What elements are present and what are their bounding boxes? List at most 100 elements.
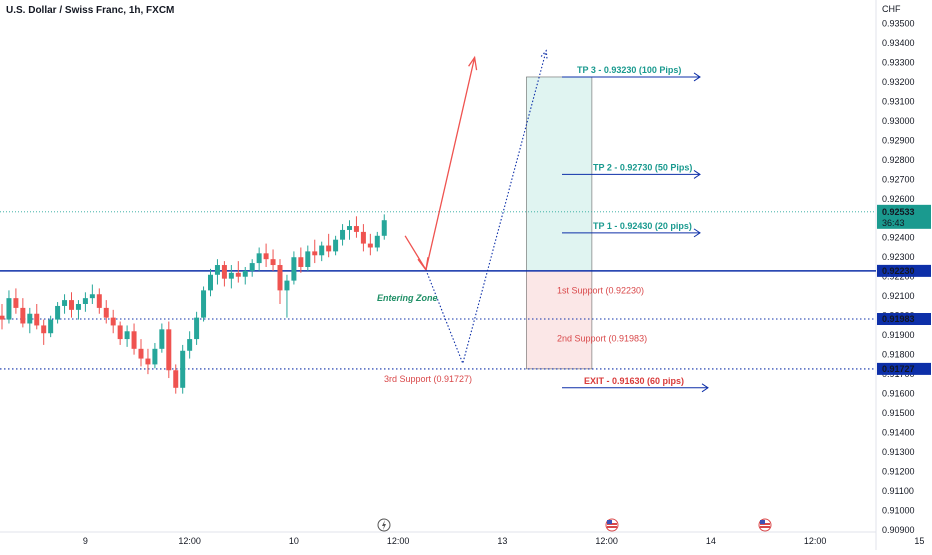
candle-body [326, 245, 332, 252]
candle-body [166, 329, 172, 371]
y-tick-label: 0.92900 [882, 135, 915, 145]
y-tick-label: 0.90900 [882, 525, 915, 535]
candle-body [347, 226, 352, 230]
candle-body [353, 226, 359, 232]
x-tick-label: 12:00 [595, 536, 618, 546]
support3-label: 3rd Support (0.91727) [384, 374, 472, 384]
candle-body [208, 274, 213, 291]
candle-body [340, 229, 346, 240]
candle-body [82, 298, 88, 304]
current-price-tag: 0.92533 [882, 207, 915, 217]
candle-body [291, 257, 297, 281]
countdown-tag: 36:43 [882, 218, 905, 228]
candle-body [312, 251, 318, 256]
candle-body [201, 290, 207, 318]
y-tick-label: 0.91300 [882, 447, 915, 457]
candle-body [27, 313, 33, 324]
flag-stripe [607, 526, 617, 528]
candle-body [124, 331, 130, 340]
y-tick-label: 0.91900 [882, 330, 915, 340]
candle-body [381, 220, 387, 236]
flag-stripe [760, 526, 770, 528]
y-tick-label: 0.93300 [882, 57, 915, 67]
flag-canton [607, 520, 612, 524]
x-tick-label: 9 [83, 536, 88, 546]
y-tick-label: 0.91600 [882, 389, 915, 399]
candle-body [333, 239, 339, 252]
y-tick-label: 0.93000 [882, 116, 915, 126]
x-tick-label: 12:00 [178, 536, 201, 546]
currency-label: CHF [882, 4, 901, 14]
chart-title: U.S. Dollar / Swiss Franc, 1h, FXCM [6, 5, 175, 16]
x-tick-label: 14 [706, 536, 716, 546]
annotation-arrow-head [701, 383, 709, 393]
support1-label: 1st Support (0.92230) [557, 285, 644, 295]
candle-body [194, 317, 200, 340]
x-tick-label: 15 [914, 536, 924, 546]
x-tick-label: 12:00 [804, 536, 827, 546]
candle-body [159, 329, 165, 349]
candle-body [75, 304, 81, 310]
exit-label: EXIT - 0.91630 (60 pips) [584, 376, 684, 386]
candle-body [48, 319, 54, 334]
candle-body [180, 350, 186, 388]
candle-body [305, 251, 311, 267]
y-tick-label: 0.93200 [882, 77, 915, 87]
price-tag: 0.91983 [882, 314, 915, 324]
y-tick-label: 0.92400 [882, 233, 915, 243]
candle-body [235, 272, 241, 277]
y-tick-label: 0.93400 [882, 38, 915, 48]
candle-body [117, 325, 123, 340]
candle-body [367, 243, 373, 248]
price-tag-bg [877, 264, 931, 277]
candle-body [298, 257, 304, 267]
y-tick-label: 0.92300 [882, 252, 915, 262]
price-tag: 0.92230 [882, 266, 915, 276]
price-tag-bg [877, 362, 931, 375]
tp1-label: TP 1 - 0.92430 (20 pips) [593, 221, 692, 231]
candle-body [0, 315, 5, 320]
annotation-arrow-head [693, 72, 701, 82]
candle-body [360, 231, 366, 244]
x-tick-label: 10 [289, 536, 299, 546]
candle-body [374, 235, 380, 248]
projection-path-dotted [425, 50, 547, 366]
candle-body [55, 305, 61, 320]
candle-body [319, 245, 325, 256]
y-tick-label: 0.92600 [882, 194, 915, 204]
arrow-head [540, 49, 548, 61]
candle-body [89, 294, 95, 299]
y-tick-label: 0.91400 [882, 428, 915, 438]
lightning-shape [382, 520, 386, 530]
current-price-tag-bg [877, 204, 931, 229]
y-tick-label: 0.91100 [882, 486, 914, 496]
y-tick-label: 0.91200 [882, 467, 915, 477]
candle-body [242, 270, 248, 277]
y-tick-label: 0.93500 [882, 18, 915, 28]
candle-body [173, 370, 179, 388]
price-tag: 0.91727 [882, 364, 915, 374]
y-tick-label: 0.91000 [882, 506, 915, 516]
candle-body [187, 339, 193, 351]
y-tick-label: 0.91800 [882, 350, 915, 360]
y-tick-label: 0.93100 [882, 96, 915, 106]
candle-body [41, 325, 47, 334]
y-tick-label: 0.91500 [882, 408, 915, 418]
flag-canton [760, 520, 765, 524]
projection-path-tp3 [404, 57, 476, 272]
candle-body [20, 307, 26, 324]
candle-body [284, 280, 290, 291]
candle-body [34, 313, 40, 326]
candle-body [62, 300, 68, 306]
candle-body [221, 265, 227, 279]
candle-body [69, 300, 74, 310]
tp3-label: TP 3 - 0.93230 (100 Pips) [577, 65, 681, 75]
y-tick-label: 0.92100 [882, 291, 915, 301]
candle-body [263, 253, 269, 260]
candle-body [110, 317, 116, 326]
y-tick-label: 0.92800 [882, 155, 915, 165]
support2-label: 2nd Support (0.91983) [557, 333, 647, 343]
candle-body [277, 265, 283, 291]
